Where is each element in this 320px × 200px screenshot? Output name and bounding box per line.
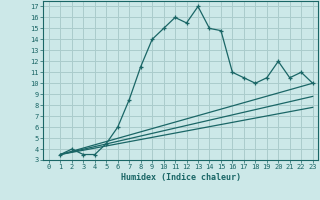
- X-axis label: Humidex (Indice chaleur): Humidex (Indice chaleur): [121, 173, 241, 182]
